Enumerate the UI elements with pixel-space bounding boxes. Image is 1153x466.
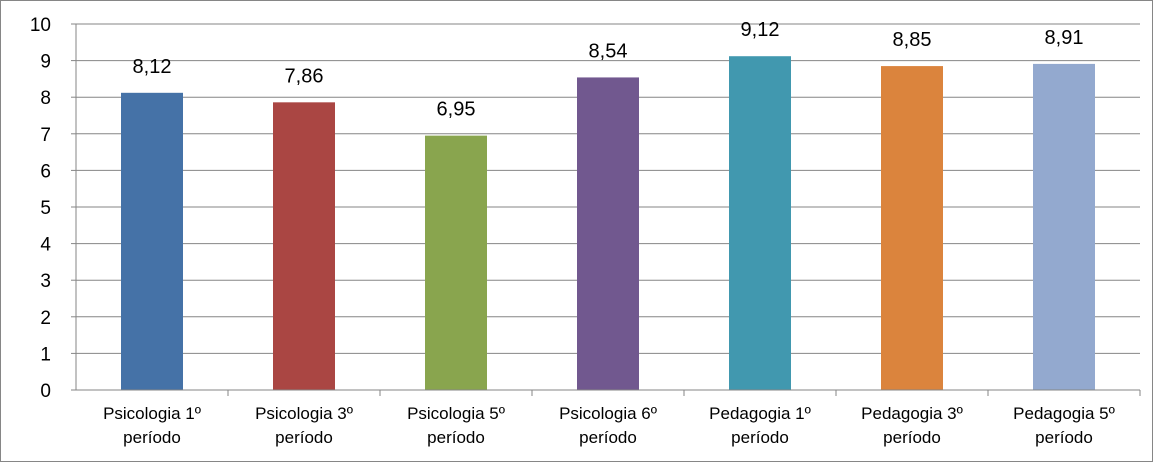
x-tick-label: Pedagogia 3º	[861, 404, 963, 423]
y-tick-label: 10	[30, 15, 51, 36]
bar	[577, 77, 639, 390]
bar	[1033, 63, 1095, 390]
y-tick-label: 0	[40, 381, 51, 402]
y-tick-label: 8	[40, 88, 51, 109]
data-label: 8,12	[133, 56, 172, 78]
data-label: 8,91	[1045, 27, 1084, 49]
y-tick-label: 9	[40, 52, 51, 73]
x-tick-label: período	[123, 428, 181, 447]
axes: 0 1 2 3 4 5 6 7 8 9 10 Psicologia 1º período Psicolog…	[30, 15, 1141, 447]
data-label: 6,95	[437, 99, 476, 121]
y-tick-label: 5	[40, 198, 51, 219]
data-labels: 8,12 7,86 6,95 8,54 9,12 8,85 8,91	[133, 19, 1084, 120]
x-tick-label: período	[275, 428, 333, 447]
x-tick-label: período	[731, 428, 789, 447]
bar	[425, 135, 487, 390]
x-tick-label: período	[1035, 428, 1093, 447]
x-tick-label: período	[579, 428, 637, 447]
x-tick-label: Psicologia 6º	[559, 404, 657, 423]
bars	[121, 56, 1095, 391]
y-tick-label: 3	[40, 271, 51, 292]
data-label: 8,54	[589, 40, 628, 62]
y-tick-label: 2	[40, 308, 51, 329]
bar	[121, 92, 183, 391]
data-label: 8,85	[893, 29, 932, 51]
x-tick-label: Psicologia 5º	[407, 404, 505, 423]
data-label: 9,12	[741, 19, 780, 41]
x-tick-label: Pedagogia 5º	[1013, 404, 1115, 423]
y-tick-label: 1	[40, 344, 51, 365]
x-tick-label: Psicologia 3º	[255, 404, 353, 423]
x-tick-label: período	[883, 428, 941, 447]
data-label: 7,86	[285, 65, 324, 87]
y-tick-label: 7	[40, 125, 51, 146]
bar	[729, 56, 791, 390]
y-tick-label: 4	[40, 235, 51, 256]
x-tick-label: Pedagogia 1º	[709, 404, 811, 423]
x-tick-label: período	[427, 428, 485, 447]
bar	[273, 102, 335, 390]
y-tick-label: 6	[40, 161, 51, 182]
bar	[881, 66, 943, 390]
x-tick-label: Psicologia 1º	[103, 404, 201, 423]
